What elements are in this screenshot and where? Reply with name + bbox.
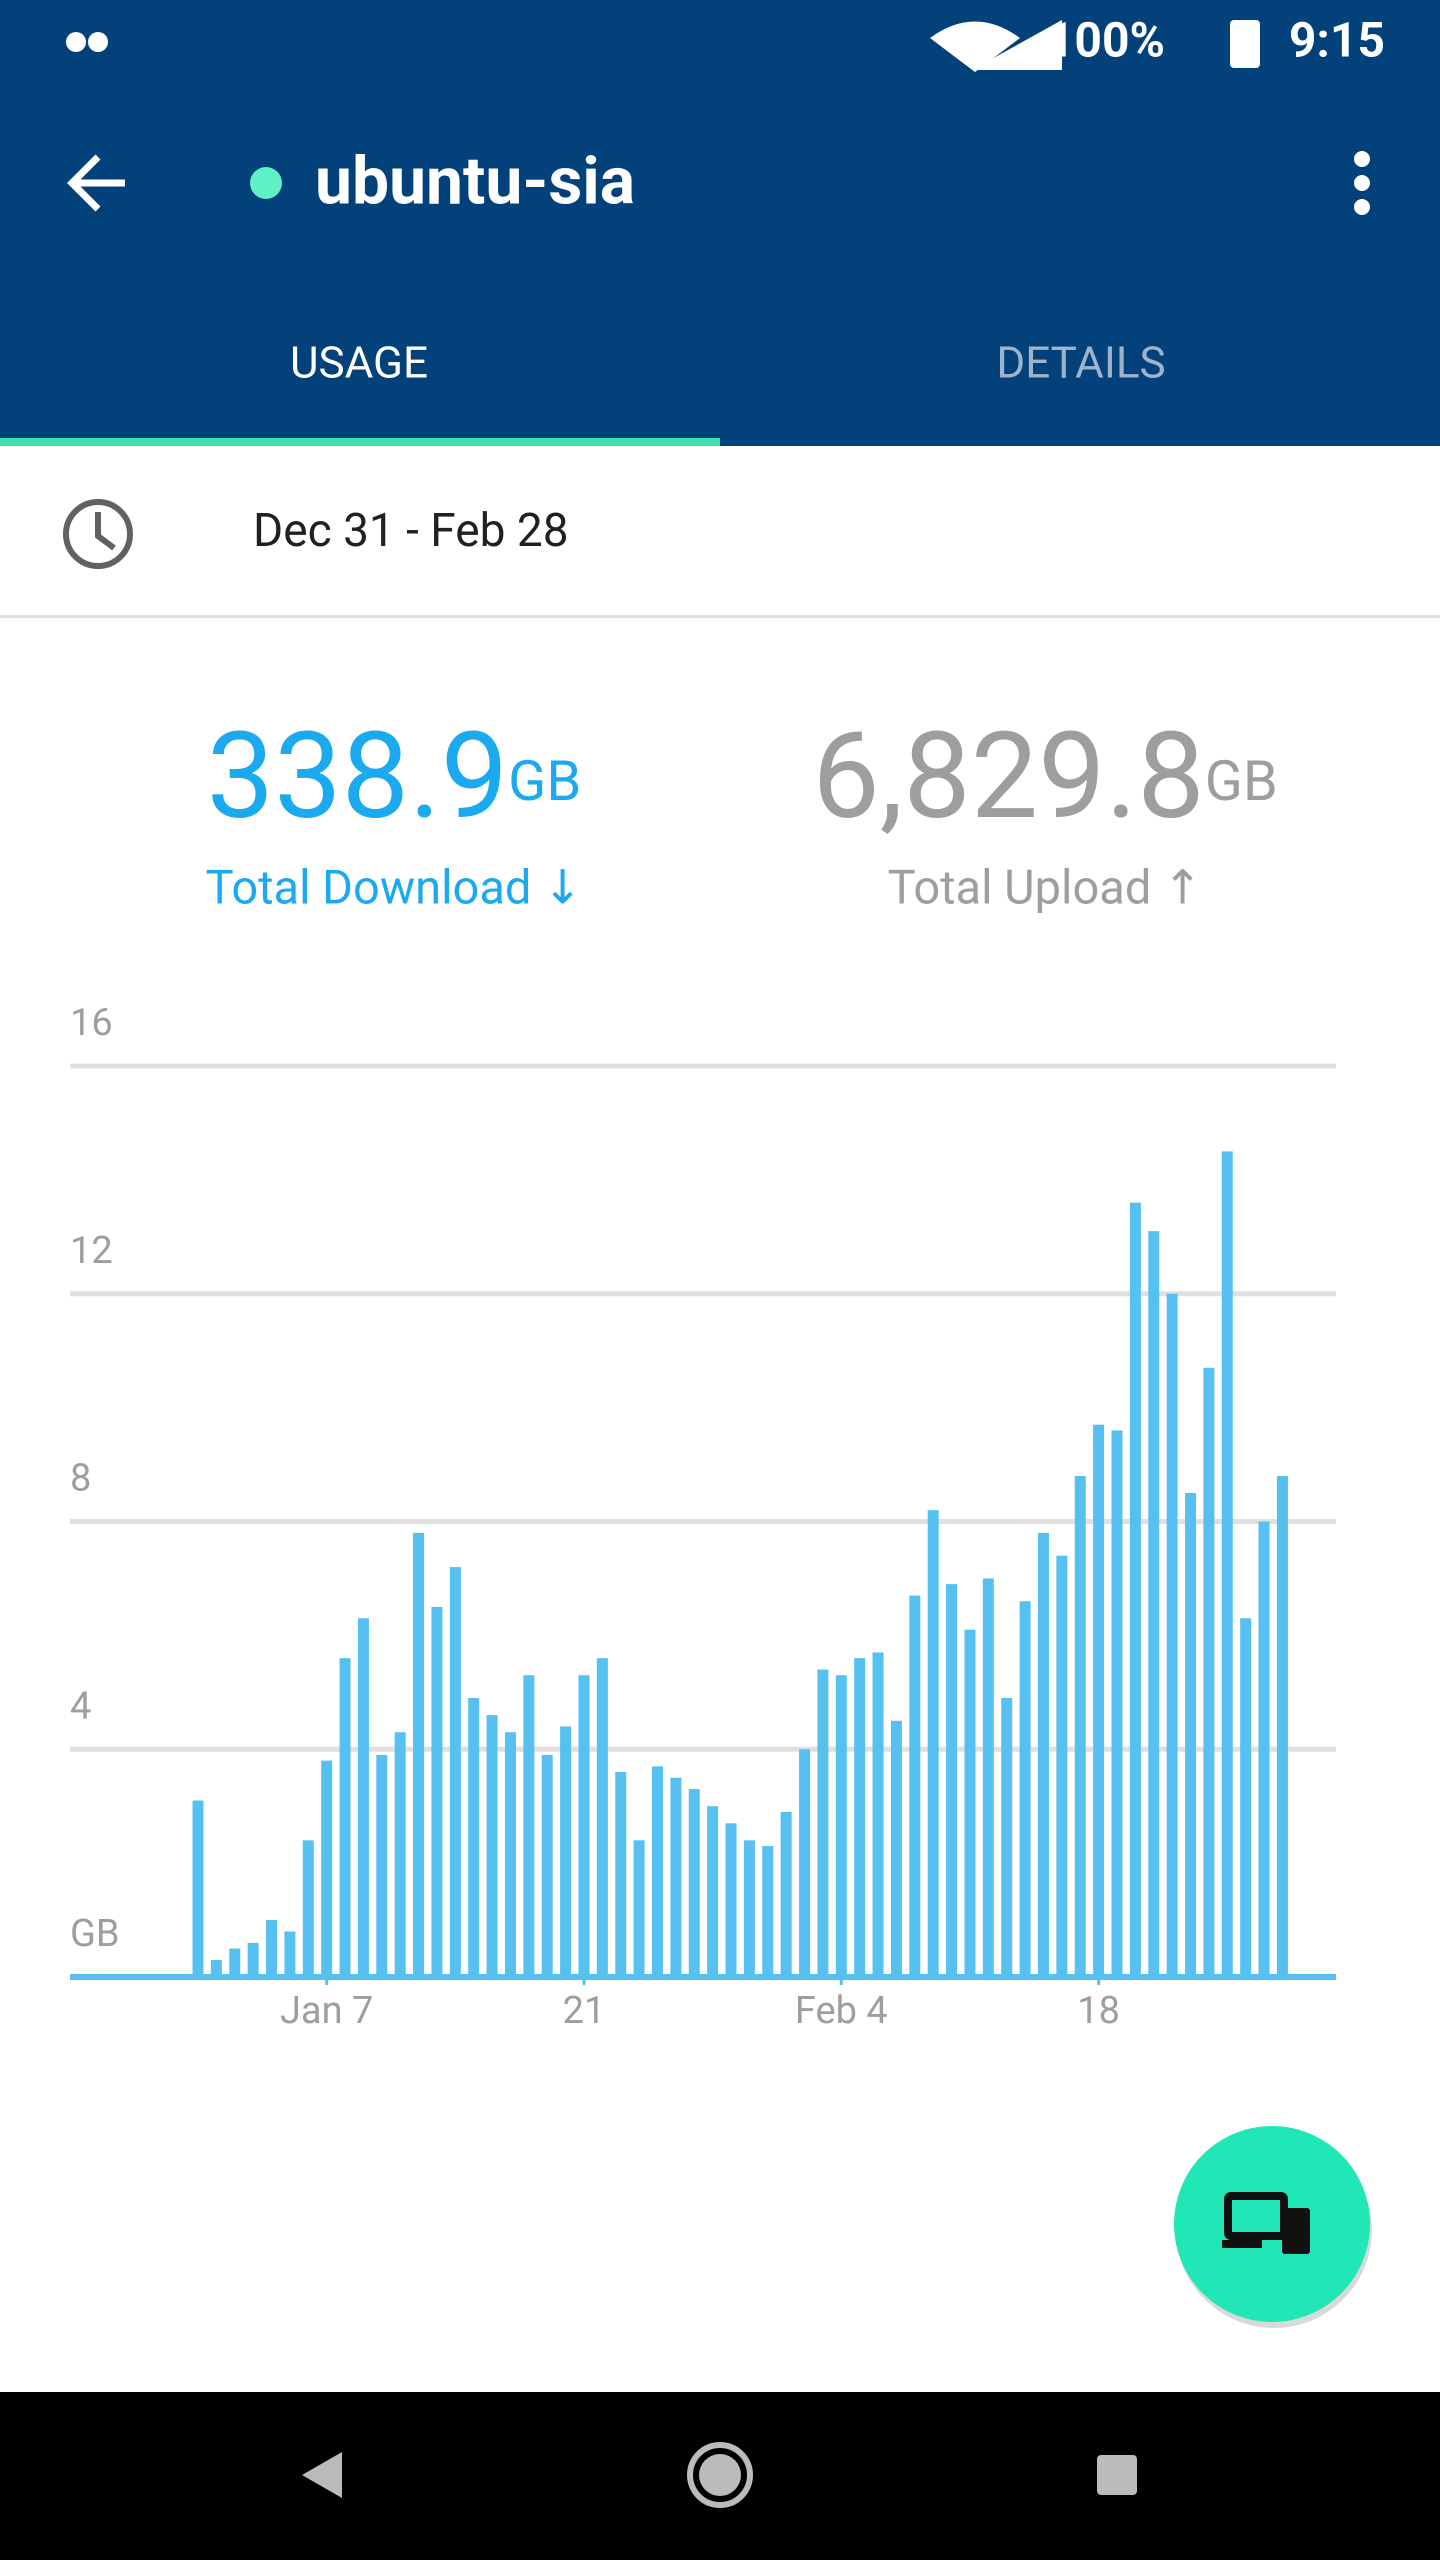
bar — [1185, 1493, 1197, 1977]
bar — [652, 1766, 663, 1977]
x-tick-label: 21 — [563, 1989, 606, 2033]
back-button[interactable] — [67, 154, 125, 212]
bar — [596, 1658, 608, 1977]
bar — [413, 1532, 425, 1977]
bar — [688, 1789, 700, 1977]
x-tick-label: Feb 4 — [795, 1989, 888, 2033]
tab-usage[interactable]: USAGE — [290, 337, 428, 389]
status-dot — [250, 167, 282, 199]
bar — [835, 1675, 847, 1977]
bar — [1111, 1430, 1123, 1977]
bar — [1019, 1601, 1031, 1977]
bar — [743, 1840, 755, 1977]
bar — [1056, 1555, 1068, 1977]
download-total: 338.9GB — [207, 707, 581, 847]
bar — [633, 1840, 645, 1977]
bar — [247, 1942, 259, 1977]
header-background — [0, 0, 1440, 446]
bar — [909, 1595, 921, 1977]
upload-total: 6,829.8GB — [812, 707, 1278, 847]
fab[interactable] — [1174, 2126, 1370, 2322]
bar — [670, 1777, 682, 1977]
y-tick-label: 8 — [70, 1457, 91, 1501]
bar — [964, 1629, 976, 1977]
bar — [394, 1732, 406, 1977]
bar — [1001, 1698, 1013, 1977]
bar — [1148, 1231, 1160, 1977]
app-title: ubuntu-sia — [315, 143, 635, 220]
nav-recents[interactable] — [1097, 2455, 1137, 2495]
divider — [0, 615, 1440, 618]
bar — [982, 1578, 994, 1977]
bar — [266, 1920, 278, 1977]
bar — [357, 1618, 369, 1977]
battery-text: 100% — [1047, 12, 1165, 69]
bar — [1258, 1521, 1270, 1977]
bar — [762, 1846, 774, 1977]
tab-details[interactable]: DETAILS — [996, 337, 1165, 389]
bar — [1203, 1367, 1215, 1977]
bar — [1037, 1532, 1049, 1977]
clock-icon[interactable] — [63, 499, 133, 569]
bar — [339, 1658, 351, 1977]
bar — [615, 1772, 627, 1977]
upload-label: Total Upload ↑ — [888, 860, 1203, 915]
bar — [872, 1652, 884, 1977]
bar — [321, 1760, 333, 1977]
bar — [799, 1749, 811, 1977]
bar — [523, 1675, 535, 1977]
bar — [927, 1510, 939, 1977]
fab-icon — [1222, 2192, 1310, 2254]
bar — [780, 1811, 792, 1977]
bar — [192, 1800, 204, 1977]
bar — [578, 1675, 590, 1977]
bar — [376, 1754, 388, 1977]
battery-icon — [1230, 20, 1260, 68]
x-tick-label: 18 — [1077, 1989, 1120, 2033]
tab-indicator — [0, 438, 720, 446]
y-tick-label: 16 — [70, 1001, 113, 1045]
nav-home[interactable] — [687, 2442, 753, 2508]
bar — [560, 1726, 572, 1977]
bar — [468, 1698, 480, 1977]
download-label: Total Download ↓ — [206, 860, 583, 915]
bar — [1166, 1293, 1178, 1977]
bar — [946, 1584, 958, 1977]
clock-text: 9:15 — [1289, 12, 1385, 69]
y-tick-label: 4 — [70, 1684, 91, 1728]
bar — [725, 1823, 737, 1977]
bar — [486, 1715, 498, 1977]
bar — [210, 1959, 222, 1977]
bar — [1276, 1475, 1288, 1977]
status-icons — [66, 20, 1260, 72]
bar — [890, 1720, 902, 1977]
wifi-icon — [930, 21, 1020, 72]
date-range[interactable]: Dec 31 - Feb 28 — [253, 504, 569, 558]
y-tick-label: GB — [70, 1912, 120, 1956]
bar — [541, 1754, 553, 1977]
bar — [431, 1606, 443, 1977]
bar — [284, 1931, 296, 1977]
bar — [504, 1732, 516, 1977]
bar — [707, 1806, 719, 1977]
bar — [1221, 1151, 1233, 1977]
bar — [449, 1567, 461, 1977]
bar — [1093, 1424, 1105, 1977]
bar — [1074, 1475, 1086, 1977]
usage-chart: GB 4 8 12 16 Jan 7 21 Feb 4 18 — [70, 1001, 1336, 2033]
overflow-menu[interactable] — [1354, 151, 1370, 215]
nav-back[interactable] — [302, 2452, 342, 2498]
bar — [854, 1658, 866, 1977]
bar — [1129, 1202, 1141, 1977]
y-tick-label: 12 — [70, 1229, 113, 1273]
bar — [302, 1840, 314, 1977]
bar — [817, 1669, 829, 1977]
x-tick-label: Jan 7 — [280, 1989, 373, 2033]
bar — [1240, 1618, 1252, 1977]
bar — [229, 1948, 241, 1977]
signal-icon — [972, 20, 1062, 70]
